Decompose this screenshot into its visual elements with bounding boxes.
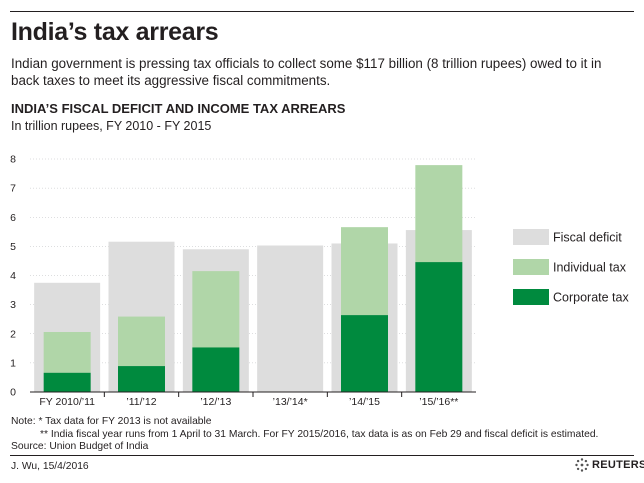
y-tick-label: 3 <box>10 299 16 311</box>
bar-corporate-tax <box>43 372 91 392</box>
chart-subtitle: In trillion rupees, FY 2010 - FY 2015 <box>11 119 212 133</box>
x-tick-label: ’14/’15 <box>349 396 380 408</box>
grid-lines <box>30 158 476 364</box>
bar-individual-tax <box>43 332 91 373</box>
x-tick-label: ’15/’16** <box>419 396 458 408</box>
bar-individual-tax <box>192 271 240 348</box>
legend: Fiscal deficit Individual tax Corporate ta… <box>513 229 629 305</box>
note-fy2013: Note: * Tax data for FY 2013 is not avai… <box>11 416 212 427</box>
bar-corporate-tax <box>118 366 165 392</box>
bar-individual-tax <box>341 227 388 316</box>
headline: India’s tax arrears <box>11 18 219 46</box>
bar-fiscal-deficit <box>257 245 324 392</box>
legend-swatch <box>513 229 549 245</box>
x-tick-label: ’12/’13 <box>200 396 231 408</box>
x-tick-label: ’13/’14* <box>273 396 308 408</box>
y-axis-ticks: 0 1 2 3 4 5 6 7 8 <box>10 154 16 399</box>
y-tick-label: 0 <box>10 387 16 399</box>
y-tick-label: 7 <box>10 183 16 195</box>
bar-corporate-tax <box>192 347 240 392</box>
x-tick-label: ’11/’12 <box>126 396 156 408</box>
y-tick-label: 4 <box>10 270 16 282</box>
y-tick-label: 5 <box>10 241 16 253</box>
credit-text: J. Wu, 15/4/2016 <box>11 461 89 472</box>
top-rule <box>10 11 634 12</box>
legend-label: Individual tax <box>553 261 627 275</box>
legend-label: Fiscal deficit <box>553 231 622 245</box>
y-tick-label: 2 <box>10 328 16 340</box>
bars <box>34 165 472 392</box>
bar-corporate-tax <box>415 262 463 392</box>
x-tick-label: FY 2010/’11 <box>39 396 95 408</box>
x-axis-ticks: FY 2010/’11 ’11/’12 ’12/’13 ’13/’14* ’14/’15… <box>39 392 458 408</box>
reuters-dots-icon <box>575 458 589 472</box>
bar-chart: 0 1 2 3 4 5 6 7 8 FY 2010/’11 ’11/’12 ’12/’13 ’13/’… <box>10 154 629 409</box>
reuters-wordmark: REUTERS <box>592 459 644 471</box>
bottom-rule <box>10 455 634 456</box>
chart-title: INDIA’S FISCAL DEFICIT AND INCOME TAX AR… <box>11 101 346 116</box>
bar-individual-tax <box>118 316 165 367</box>
y-tick-label: 1 <box>10 357 16 369</box>
source-text: Source: Union Budget of India <box>11 441 149 452</box>
legend-swatch <box>513 259 549 275</box>
legend-label: Corporate tax <box>553 291 629 305</box>
reuters-logo: REUTERS <box>575 458 644 472</box>
bar-corporate-tax <box>341 315 388 392</box>
y-tick-label: 8 <box>10 154 16 166</box>
intro-text: Indian government is pressing tax offici… <box>11 56 602 88</box>
legend-swatch <box>513 289 549 305</box>
y-tick-label: 6 <box>10 212 16 224</box>
note-fiscal-year: ** India fiscal year runs from 1 April t… <box>40 429 599 440</box>
bar-individual-tax <box>415 165 463 263</box>
